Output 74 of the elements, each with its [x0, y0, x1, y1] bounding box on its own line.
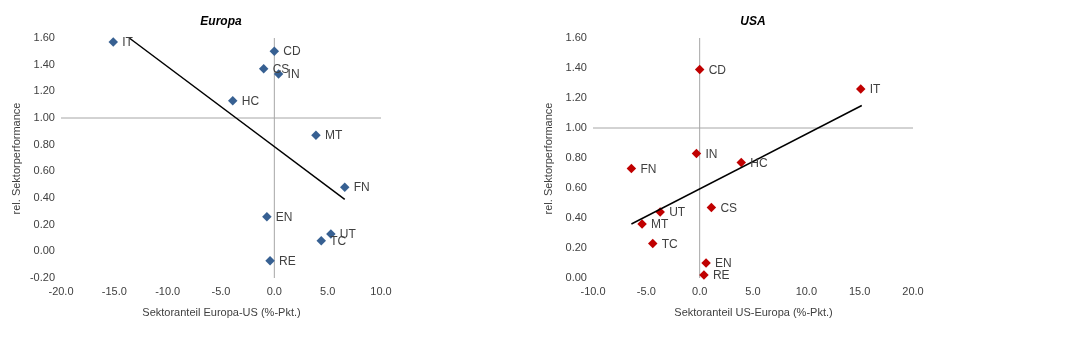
point: [258, 63, 269, 74]
y-tick-label: 0.40: [33, 191, 55, 203]
annotation: IT: [869, 82, 882, 96]
x-tick-label: -5.0: [211, 285, 231, 297]
x-tick-label: -5.0: [636, 285, 656, 297]
x-axis-title: Sektoranteil US-Europa (%-Pkt.): [674, 305, 833, 318]
annotation: TC: [661, 236, 679, 251]
y-tick-label: 0.20: [565, 241, 587, 253]
y-tick-label: 1.40: [565, 61, 587, 73]
point: [855, 84, 866, 94]
point: [269, 46, 280, 57]
y-tick-label: -0.20: [29, 271, 55, 283]
x-tick-label: 10.0: [370, 285, 392, 297]
y-tick-label: 0.00: [565, 271, 587, 283]
x-tick-label: 15.0: [848, 285, 871, 297]
x-tick-label: -10.0: [155, 285, 181, 297]
point: [691, 148, 702, 159]
annotation: UT: [669, 205, 686, 219]
annotation: MT: [324, 128, 343, 143]
y-tick-label: 1.40: [33, 57, 55, 70]
point: [626, 163, 637, 174]
chart-title: USA: [740, 14, 766, 28]
y-tick-label: 1.20: [565, 91, 587, 103]
y-tick-label: 0.80: [565, 151, 587, 163]
x-tick-label: 10.0: [795, 285, 818, 297]
annotation: IN: [705, 146, 718, 161]
x-tick-label: 5.0: [745, 285, 761, 297]
point: [316, 235, 327, 246]
y-tick-label: 1.60: [33, 31, 55, 43]
point: [262, 211, 272, 222]
x-axis-title: Sektoranteil Europa-US (%-Pkt.): [142, 305, 301, 318]
annotation: FN: [640, 161, 657, 176]
y-tick-label: 1.20: [33, 84, 55, 97]
x-tick-label: -10.0: [580, 285, 606, 297]
y-tick-label: 1.00: [565, 121, 587, 133]
annotation: EN: [715, 256, 732, 270]
x-tick-label: -20.0: [48, 285, 74, 297]
y-tick-label: 0.40: [565, 211, 587, 223]
annotation: CD: [708, 62, 727, 77]
y-tick-label: 0.00: [33, 244, 55, 257]
chart-title: Europa: [200, 14, 242, 28]
x-tick-label: 5.0: [320, 285, 336, 297]
y-tick-label: 0.60: [565, 181, 587, 193]
y-tick-label: 0.60: [33, 164, 55, 177]
annotation: RE: [279, 253, 296, 268]
point: [736, 157, 747, 168]
annotation: MT: [651, 217, 670, 231]
annotation: IN: [287, 67, 300, 81]
y-tick-label: 0.80: [33, 137, 55, 150]
annotation: CS: [720, 200, 738, 215]
annotation: HC: [241, 93, 260, 108]
x-tick-label: -15.0: [101, 285, 127, 297]
annotation: HC: [750, 155, 768, 170]
x-tick-label: 20.0: [902, 285, 924, 297]
point: [311, 130, 321, 141]
point: [227, 95, 238, 106]
annotation: IT: [122, 35, 134, 49]
y-axis-title: rel. Sektorperformance: [9, 102, 22, 215]
point: [647, 238, 658, 249]
y-tick-label: 1.60: [565, 31, 587, 43]
point: [265, 255, 275, 266]
x-tick-label: 0.0: [692, 285, 708, 297]
point: [108, 37, 119, 47]
y-axis-title: rel. Sektorperformance: [541, 102, 554, 215]
annotation: RE: [712, 268, 730, 282]
y-tick-label: 0.20: [33, 217, 55, 230]
annotation: EN: [275, 209, 293, 224]
point: [706, 202, 717, 213]
point: [339, 182, 350, 193]
x-tick-label: 0.0: [266, 285, 282, 297]
annotation: CD: [283, 44, 301, 59]
point: [694, 64, 705, 75]
y-tick-label: 1.00: [33, 111, 55, 123]
annotation: FN: [353, 180, 370, 195]
